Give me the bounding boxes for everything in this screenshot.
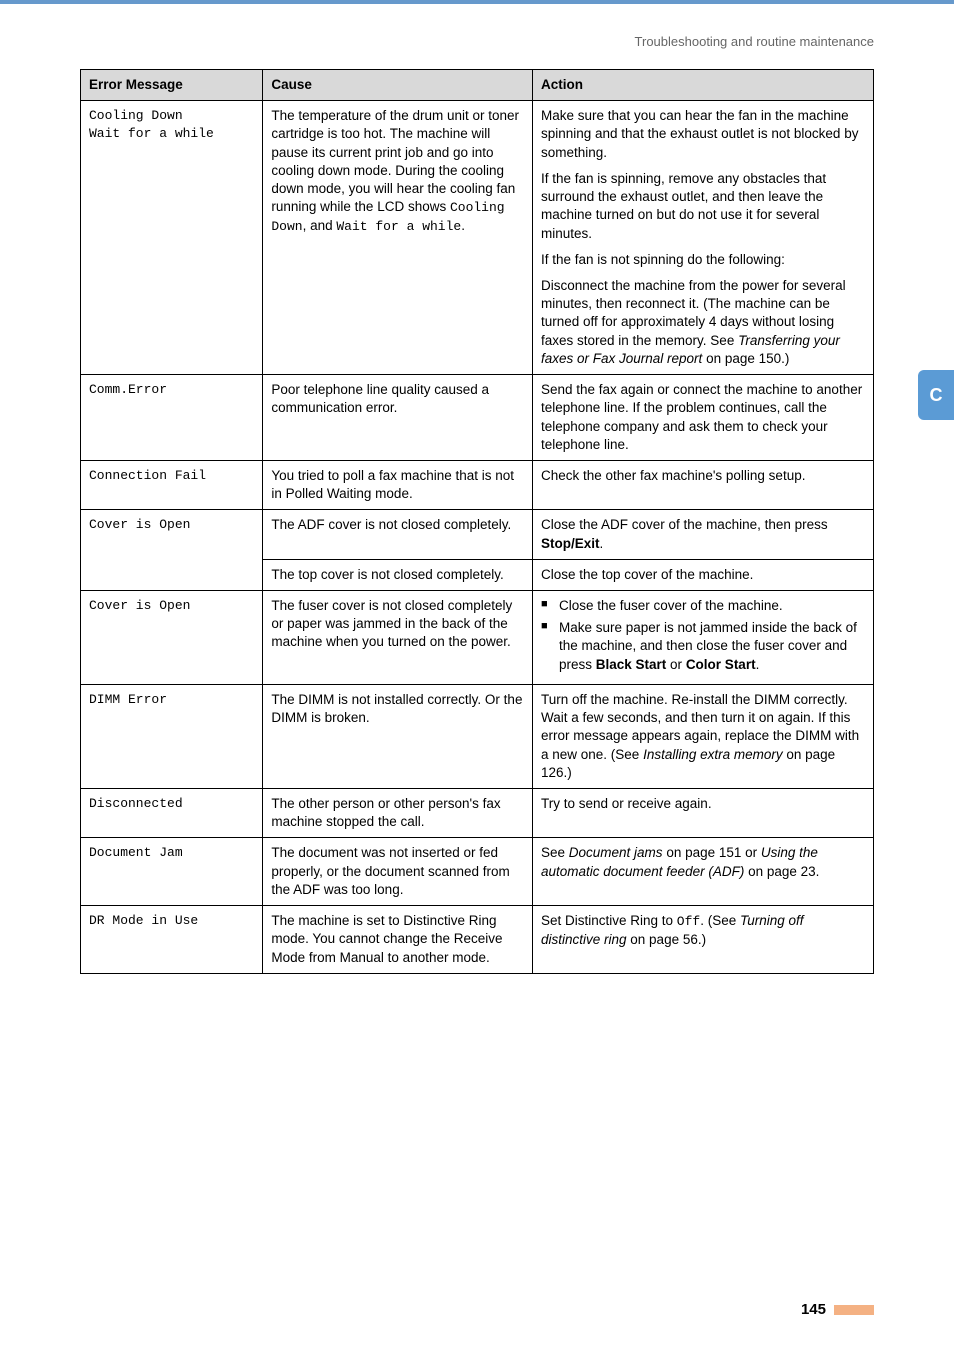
table-row: Cover is Open The fuser cover is not clo…: [81, 591, 874, 685]
code-text: Wait for a while: [336, 219, 461, 234]
cause-text: The temperature of the drum unit or tone…: [271, 108, 519, 214]
list-item: Close the fuser cover of the machine.: [541, 597, 865, 615]
action-span: on page 56.): [627, 932, 707, 947]
action-span: on page 150.): [702, 351, 789, 366]
action-text: Disconnect the machine from the power fo…: [541, 277, 865, 368]
cell-action: Close the top cover of the machine.: [532, 559, 873, 590]
cause-text: .: [461, 218, 465, 233]
action-span: .: [756, 657, 760, 672]
action-text: Make sure that you can hear the fan in t…: [541, 107, 865, 162]
cell-error-message: Cover is Open: [81, 510, 263, 591]
table-row: Cover is Open The ADF cover is not close…: [81, 510, 874, 559]
cell-action: Check the other fax machine's polling se…: [532, 460, 873, 509]
cell-cause: The other person or other person's fax m…: [263, 789, 533, 838]
cell-cause: The document was not inserted or fed pro…: [263, 838, 533, 906]
cell-cause: The top cover is not closed completely.: [263, 559, 533, 590]
list-item: Make sure paper is not jammed inside the…: [541, 619, 865, 674]
cell-cause: The ADF cover is not closed completely.: [263, 510, 533, 559]
action-span: .: [600, 536, 604, 551]
action-bold: Color Start: [686, 657, 756, 672]
cell-action: Set Distinctive Ring to Off. (See Turnin…: [532, 906, 873, 974]
page-number: 145: [801, 1301, 826, 1318]
action-span: on page 151 or: [663, 845, 761, 860]
error-message-table: Error Message Cause Action Cooling Down …: [80, 69, 874, 974]
cell-error-message: Cover is Open: [81, 591, 263, 685]
cell-cause: The machine is set to Distinctive Ring m…: [263, 906, 533, 974]
header-action: Action: [532, 70, 873, 101]
cell-cause: Poor telephone line quality caused a com…: [263, 375, 533, 461]
table-header-row: Error Message Cause Action: [81, 70, 874, 101]
code-text: Off: [677, 914, 700, 929]
cell-error-message: Disconnected: [81, 789, 263, 838]
action-span: . (See: [700, 913, 740, 928]
cell-error-message: DR Mode in Use: [81, 906, 263, 974]
table-row: Document Jam The document was not insert…: [81, 838, 874, 906]
breadcrumb: Troubleshooting and routine maintenance: [0, 4, 954, 69]
cell-action: Close the fuser cover of the machine. Ma…: [532, 591, 873, 685]
cause-text: , and: [303, 218, 337, 233]
cell-error-message: Cooling Down Wait for a while: [81, 101, 263, 375]
table-row: DR Mode in Use The machine is set to Dis…: [81, 906, 874, 974]
section-tab-label: C: [930, 385, 943, 406]
table-row: Cooling Down Wait for a while The temper…: [81, 101, 874, 375]
action-bold: Stop/Exit: [541, 536, 600, 551]
header-error-message: Error Message: [81, 70, 263, 101]
section-tab: C: [918, 370, 954, 420]
action-span: See: [541, 845, 569, 860]
code-text: Wait for a while: [89, 125, 254, 143]
code-text: Cooling Down: [89, 107, 254, 125]
main-content: Error Message Cause Action Cooling Down …: [0, 69, 954, 974]
cell-error-message: DIMM Error: [81, 684, 263, 788]
cell-error-message: Comm.Error: [81, 375, 263, 461]
action-span: on page 23.: [744, 864, 819, 879]
table-row: DIMM Error The DIMM is not installed cor…: [81, 684, 874, 788]
action-text: If the fan is spinning, remove any obsta…: [541, 170, 865, 243]
cell-action: Send the fax again or connect the machin…: [532, 375, 873, 461]
cell-cause: You tried to poll a fax machine that is …: [263, 460, 533, 509]
action-bold: Black Start: [596, 657, 667, 672]
table-row: Disconnected The other person or other p…: [81, 789, 874, 838]
header-cause: Cause: [263, 70, 533, 101]
cell-action: Make sure that you can hear the fan in t…: [532, 101, 873, 375]
cell-cause: The fuser cover is not closed completely…: [263, 591, 533, 685]
action-span: or: [666, 657, 686, 672]
page-footer: 145: [801, 1301, 874, 1318]
cell-cause: The DIMM is not installed correctly. Or …: [263, 684, 533, 788]
cell-action: Try to send or receive again.: [532, 789, 873, 838]
action-italic: Document jams: [569, 845, 663, 860]
cell-error-message: Connection Fail: [81, 460, 263, 509]
action-italic: Installing extra memory: [643, 747, 783, 762]
action-text: If the fan is not spinning do the follow…: [541, 251, 865, 269]
action-span: Close the ADF cover of the machine, then…: [541, 517, 828, 532]
action-span: Set Distinctive Ring to: [541, 913, 677, 928]
cell-action: Close the ADF cover of the machine, then…: [532, 510, 873, 559]
table-row: Connection Fail You tried to poll a fax …: [81, 460, 874, 509]
cell-action: See Document jams on page 151 or Using t…: [532, 838, 873, 906]
cell-error-message: Document Jam: [81, 838, 263, 906]
table-row: Comm.Error Poor telephone line quality c…: [81, 375, 874, 461]
cell-cause: The temperature of the drum unit or tone…: [263, 101, 533, 375]
footer-accent-bar: [834, 1305, 874, 1315]
action-list: Close the fuser cover of the machine. Ma…: [541, 597, 865, 674]
cell-action: Turn off the machine. Re-install the DIM…: [532, 684, 873, 788]
